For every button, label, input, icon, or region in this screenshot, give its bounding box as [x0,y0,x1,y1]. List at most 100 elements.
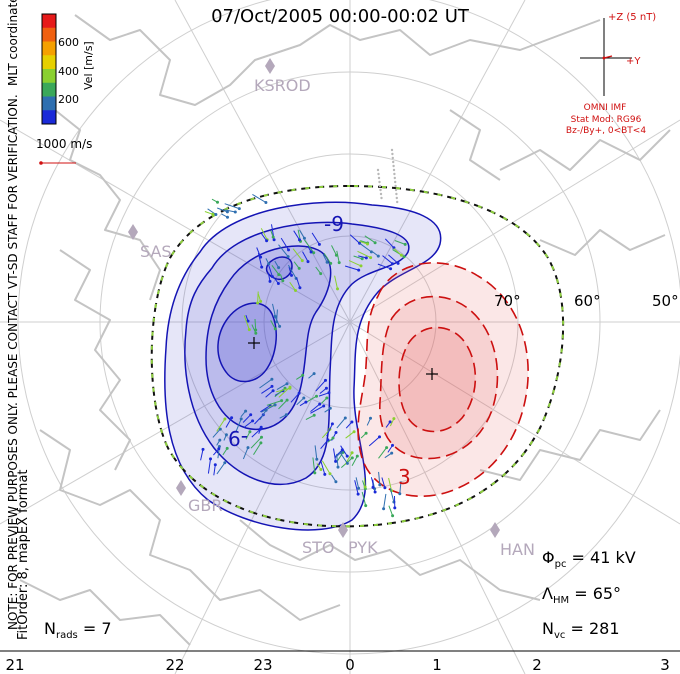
vector-shaft [308,373,315,379]
contour-label-neg-top: -9 [324,212,344,236]
track-dot [377,176,381,180]
vector-shaft [336,453,339,468]
vector-shaft [360,432,367,439]
track-dot [392,160,395,164]
vector-shaft [217,207,228,213]
vector-shaft [296,397,305,406]
vector-shaft [200,449,204,461]
vector-shaft [245,431,251,440]
vector-shaft [315,266,322,274]
mlt-label-21: 21 [5,656,25,674]
colorbar-segment [42,110,56,125]
vector-shaft [299,229,305,239]
n-vc-value: 281 [588,619,620,638]
vector-shaft [261,385,273,394]
vector-shaft [388,477,392,491]
vector-shaft [331,474,337,482]
vector-shaft [271,265,280,275]
vector-shaft [344,265,359,271]
vector-shaft [384,452,392,459]
vector-shaft [318,392,330,397]
mlt-label-23: 23 [253,656,273,674]
vector-shaft [272,303,276,317]
vector-shaft [359,242,372,253]
vector-shaft [334,275,338,290]
mlt-label-3: 3 [660,656,670,674]
vector-shaft [253,442,262,455]
latitude-label-50: 50° [652,292,679,310]
vector-shaft [257,291,259,304]
station-sto: STO [302,538,335,557]
vector-shaft [307,245,312,253]
vector-shaft [336,250,340,263]
vector-shaft [358,240,368,245]
vector-shaft [278,244,289,257]
vector-shaft [289,281,296,291]
vector-shaft [273,314,281,327]
vector-shaft [322,254,328,263]
colorbar-tick-600: 600 [58,36,79,49]
vector-shaft [383,493,387,509]
vector-shaft [387,445,393,453]
station-han: HAN [500,540,535,559]
vector-shaft [323,253,332,264]
vector-shaft [257,293,262,302]
station-pyk: PYK [348,538,378,557]
colorbar-segment [42,14,56,29]
colorbar-segment [42,82,56,97]
vector-shaft [223,434,227,441]
vector-shaft [243,315,250,330]
vector-shaft [393,248,402,256]
n-vc-stat: Nvc = 281 [542,619,620,642]
vector-shaft [235,418,242,433]
vector-shaft [216,462,226,475]
track-dot [390,148,394,152]
track-dot [394,184,397,188]
vector-shaft [213,464,216,476]
vector-shaft [222,448,228,456]
vector-shaft [353,255,363,260]
vector-shaft [358,255,367,259]
stat-model: Stat Mod: RG96 [570,115,642,125]
imf-condition: Bz-/By+, 0<BT<4 [565,126,647,136]
vector-shaft [254,318,257,331]
vector-shaft [278,399,288,410]
vector-shaft [326,423,333,437]
vector-shaft [259,410,267,421]
fit-order-label: FitOrder: 8, mapEX format [16,469,31,640]
vector-shaft [213,448,220,456]
velocity-vectors [200,148,407,518]
colorbar-tick-400: 400 [58,65,79,78]
heppner-maynard-boundary [150,184,565,528]
vector-shaft [315,380,326,392]
track-dot [394,180,397,184]
track-dot [378,180,381,184]
latitude-label-60: 60° [574,292,601,310]
vector-shaft [280,274,284,281]
vector-shaft [368,436,380,447]
vector-shaft [287,264,297,279]
vector-shaft [366,418,371,426]
imf-by-label: +Y [626,56,641,67]
vector-shaft [388,254,399,264]
vector-shaft [252,193,267,203]
colorbar-frame [41,13,57,125]
vector-shaft [257,252,263,268]
vector-shaft [381,477,386,488]
vector-shaft [243,420,253,428]
vector-shaft [321,428,331,439]
vector-shaft [331,245,337,256]
vector-shaft [299,401,307,407]
track-dot [393,176,396,180]
coastlines [19,14,671,646]
vector-shaft [348,260,362,267]
vector-shaft [270,320,276,330]
vector-shaft [266,400,282,406]
track-dot [391,152,394,156]
vector-shaft [290,392,300,403]
vector-shaft [320,461,326,475]
vector-shaft [354,480,359,495]
lambda-hm-value: 65° [592,584,622,603]
mlt-label-22: 22 [165,656,185,674]
